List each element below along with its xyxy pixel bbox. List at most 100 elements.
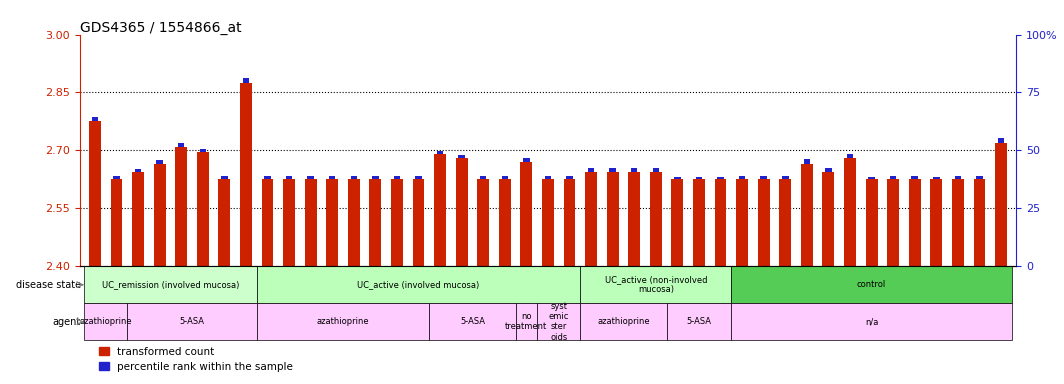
Bar xyxy=(909,179,920,266)
Text: azathioprine: azathioprine xyxy=(80,317,132,326)
Bar xyxy=(868,177,875,179)
Bar xyxy=(954,176,961,179)
Bar xyxy=(758,179,769,266)
Bar xyxy=(566,176,572,179)
Bar xyxy=(715,179,727,266)
Bar xyxy=(675,177,681,179)
Bar xyxy=(803,159,810,164)
Bar xyxy=(631,168,637,172)
Text: GDS4365 / 1554866_at: GDS4365 / 1554866_at xyxy=(80,21,242,35)
Bar xyxy=(580,266,731,303)
Bar xyxy=(520,162,532,266)
Bar xyxy=(350,176,358,179)
Bar xyxy=(135,169,142,172)
Bar xyxy=(933,177,940,179)
Bar xyxy=(84,266,256,303)
Bar xyxy=(429,303,516,340)
Bar xyxy=(113,176,120,179)
Bar xyxy=(176,147,187,266)
Bar xyxy=(501,176,508,179)
Bar xyxy=(372,176,379,179)
Bar xyxy=(218,179,230,266)
Text: disease state: disease state xyxy=(16,280,81,290)
Bar xyxy=(304,179,317,266)
Bar xyxy=(197,152,209,266)
Text: agent: agent xyxy=(52,317,81,327)
Text: control: control xyxy=(857,280,886,289)
Bar xyxy=(580,303,667,340)
Bar xyxy=(588,168,595,172)
Bar xyxy=(111,179,122,266)
Bar xyxy=(545,176,551,179)
Bar xyxy=(221,176,228,179)
Bar xyxy=(307,176,314,179)
Bar xyxy=(717,177,724,179)
Bar xyxy=(537,303,580,340)
Bar xyxy=(761,176,767,179)
Bar xyxy=(92,117,98,121)
Bar xyxy=(782,176,788,179)
Bar xyxy=(801,164,813,266)
Bar xyxy=(434,154,446,266)
Bar xyxy=(256,266,580,303)
Bar xyxy=(200,149,206,152)
Bar xyxy=(731,303,1012,340)
Bar xyxy=(178,143,184,147)
Bar xyxy=(369,179,381,266)
Bar xyxy=(264,176,270,179)
Bar xyxy=(671,179,683,266)
Text: 5-ASA: 5-ASA xyxy=(180,317,204,326)
Bar xyxy=(952,179,964,266)
Text: UC_active (non-involved
mucosa): UC_active (non-involved mucosa) xyxy=(604,275,708,295)
Bar xyxy=(974,179,985,266)
Text: UC_active (involved mucosa): UC_active (involved mucosa) xyxy=(358,280,480,289)
Bar xyxy=(262,179,273,266)
Bar xyxy=(667,303,731,340)
Bar xyxy=(415,176,421,179)
Bar xyxy=(731,266,1012,303)
Bar xyxy=(866,179,878,266)
Bar xyxy=(585,172,597,266)
Bar xyxy=(243,78,249,83)
Bar xyxy=(89,121,101,266)
Bar xyxy=(912,176,918,179)
Bar xyxy=(240,83,252,266)
Bar xyxy=(437,151,444,154)
Text: azathioprine: azathioprine xyxy=(317,317,369,326)
Bar xyxy=(738,176,746,179)
Bar xyxy=(779,179,792,266)
Bar xyxy=(256,303,429,340)
Bar xyxy=(283,179,295,266)
Bar xyxy=(128,303,256,340)
Text: 5-ASA: 5-ASA xyxy=(686,317,712,326)
Text: azathioprine: azathioprine xyxy=(597,317,650,326)
Bar xyxy=(998,138,1004,143)
Text: no
treatment: no treatment xyxy=(505,312,548,331)
Text: n/a: n/a xyxy=(865,317,878,326)
Bar xyxy=(542,179,554,266)
Bar xyxy=(132,172,144,266)
Bar xyxy=(390,179,403,266)
Bar xyxy=(499,179,511,266)
Bar xyxy=(736,179,748,266)
Bar xyxy=(887,179,899,266)
Bar xyxy=(629,172,641,266)
Bar xyxy=(693,179,705,266)
Bar xyxy=(480,176,486,179)
Bar xyxy=(327,179,338,266)
Bar xyxy=(650,172,662,266)
Bar xyxy=(826,168,832,172)
Bar xyxy=(890,176,896,179)
Bar xyxy=(995,143,1007,266)
Bar xyxy=(329,176,335,179)
Bar xyxy=(84,303,128,340)
Bar xyxy=(348,179,360,266)
Bar xyxy=(516,303,537,340)
Bar xyxy=(455,158,467,266)
Text: syst
emic
ster
oids: syst emic ster oids xyxy=(549,302,569,342)
Bar xyxy=(696,177,702,179)
Bar xyxy=(844,158,855,266)
Bar xyxy=(847,154,853,158)
Text: UC_remission (involved mucosa): UC_remission (involved mucosa) xyxy=(102,280,239,289)
Bar xyxy=(523,159,530,162)
